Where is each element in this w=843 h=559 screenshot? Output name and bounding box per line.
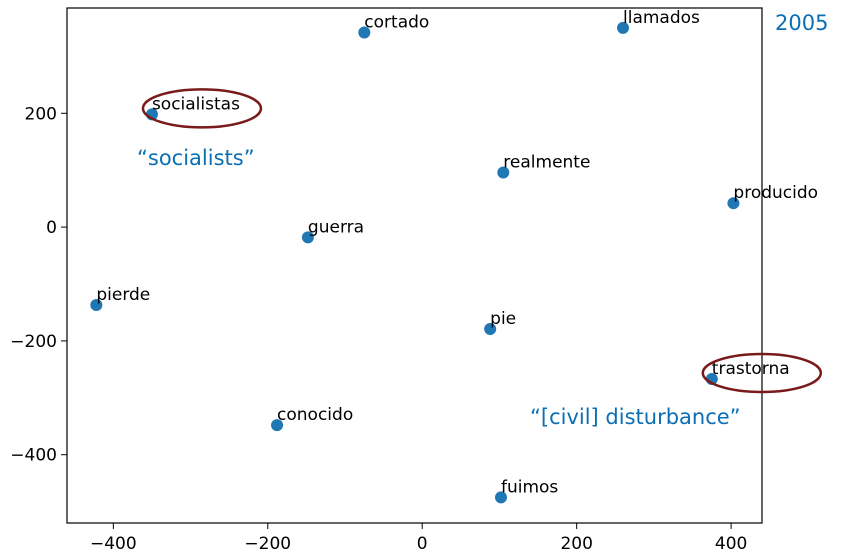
- x-tick-label: 400: [715, 534, 747, 554]
- y-tick-label: 0: [46, 218, 57, 238]
- year-annotation: 2005: [775, 11, 828, 35]
- data-point: [727, 197, 740, 210]
- x-tick-label: −400: [90, 534, 137, 554]
- point-label: cortado: [364, 12, 429, 32]
- plot-frame: [66, 7, 763, 524]
- y-axis-ticks: 200 0 −200 −400: [10, 104, 67, 466]
- y-tick-label: −400: [10, 446, 57, 466]
- highlight-ellipse: [141, 88, 263, 129]
- point-label: pie: [490, 309, 516, 329]
- point-label: realmente: [503, 152, 590, 172]
- x-tick-label: 0: [417, 534, 428, 554]
- socialists-annotation: “socialists”: [137, 146, 255, 170]
- data-point: [497, 166, 510, 179]
- point-label: socialistas: [152, 94, 240, 114]
- x-tick-label: 200: [560, 534, 592, 554]
- point-label: pierde: [96, 285, 150, 305]
- point-label: trastorna: [712, 359, 790, 379]
- data-point: [494, 491, 507, 504]
- disturbance-annotation: “[civil] disturbance”: [530, 405, 741, 429]
- point-label: producido: [733, 183, 818, 203]
- data-point: [358, 26, 371, 39]
- y-tick-label: 200: [25, 104, 57, 124]
- data-point: [484, 322, 497, 335]
- data-point: [617, 21, 629, 34]
- data-point: [301, 231, 314, 244]
- data-point: [90, 299, 103, 312]
- point-label: fuimos: [501, 477, 558, 497]
- x-tick-label: −200: [244, 534, 291, 554]
- point-label: conocido: [277, 405, 353, 425]
- y-tick-label: −200: [10, 332, 57, 352]
- highlight-ellipse: [701, 352, 823, 394]
- data-points: cortado llamados socialistas realmente produ…: [90, 8, 818, 504]
- x-axis-ticks: −400 −200 0 200 400: [90, 523, 747, 554]
- point-label: guerra: [308, 217, 364, 237]
- data-point: [271, 419, 284, 432]
- point-label: llamados: [623, 8, 700, 28]
- highlight-ellipses: [141, 88, 823, 394]
